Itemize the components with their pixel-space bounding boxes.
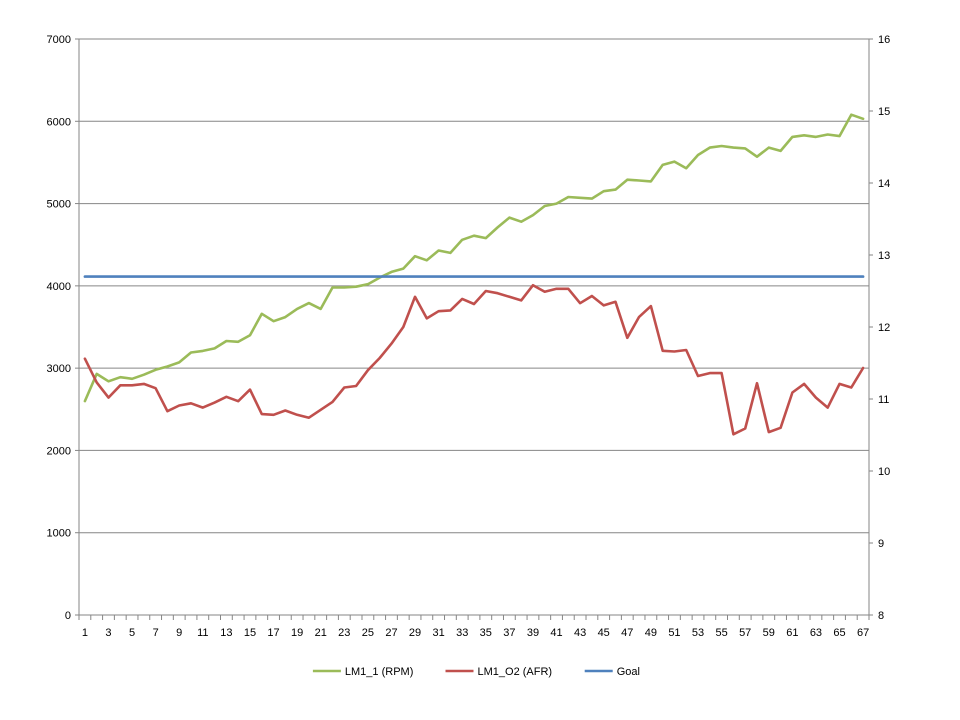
- y2-tick-label: 15: [878, 106, 890, 118]
- x-tick-label: 29: [409, 627, 421, 639]
- x-tick-label: 9: [176, 627, 182, 639]
- y-axis-left-ticks: 0 1000 2000 3000 4000 5000 6000 7000: [47, 34, 79, 622]
- y2-tick-label: 12: [878, 322, 890, 334]
- x-tick-label: 37: [503, 627, 515, 639]
- x-tick-label: 47: [621, 627, 633, 639]
- x-tick-label: 55: [715, 627, 727, 639]
- legend: LM1_1 (RPM) LM1_O2 (AFR) Goal: [312, 666, 640, 678]
- y-tick-label: 4000: [47, 281, 71, 293]
- x-tick-label: 11: [197, 627, 208, 639]
- x-tick-label: 19: [291, 627, 303, 639]
- x-tick-label: 61: [786, 627, 798, 639]
- x-tick-label: 41: [550, 627, 562, 639]
- series-line-lm1-o2-afr: [83, 283, 865, 436]
- x-tick-label: 31: [433, 627, 445, 639]
- x-tick-label: 21: [315, 627, 327, 639]
- series-line-lm1-1-rpm: [83, 113, 865, 403]
- y2-tick-label: 14: [878, 178, 890, 190]
- x-tick-label: 53: [692, 627, 704, 639]
- y-tick-label: 5000: [47, 199, 71, 211]
- x-tick-label: 59: [763, 627, 775, 639]
- x-tick-label: 65: [833, 627, 845, 639]
- x-tick-label: 45: [598, 627, 610, 639]
- x-tick-label: 13: [220, 627, 232, 639]
- x-tick-label: 27: [385, 627, 397, 639]
- y-tick-label: 3000: [47, 363, 71, 375]
- y-tick-label: 7000: [47, 34, 71, 46]
- x-tick-label: 7: [153, 627, 159, 639]
- x-tick-label: 63: [810, 627, 822, 639]
- series-lines: [83, 113, 865, 436]
- x-tick-label: 23: [338, 627, 350, 639]
- x-tick-label: 15: [244, 627, 256, 639]
- x-tick-label: 33: [456, 627, 468, 639]
- x-tick-label: 17: [267, 627, 279, 639]
- y2-tick-label: 16: [878, 34, 890, 46]
- x-tick-label: 49: [645, 627, 657, 639]
- axes: [78, 39, 870, 616]
- y-tick-label: 1000: [47, 528, 71, 540]
- legend-label: Goal: [617, 666, 640, 678]
- gridlines: [79, 38, 869, 534]
- x-tick-label: 43: [574, 627, 586, 639]
- y2-tick-label: 8: [878, 610, 884, 622]
- x-tick-label: 39: [527, 627, 539, 639]
- y2-tick-label: 13: [878, 250, 890, 262]
- legend-label: LM1_1 (RPM): [345, 666, 413, 678]
- y-axis-right-ticks: 8 9 10 11 12 13 14 15 16: [869, 34, 890, 622]
- x-tick-label: 1: [82, 627, 88, 639]
- x-tick-label: 67: [857, 627, 869, 639]
- y2-tick-label: 10: [878, 466, 890, 478]
- x-tick-label: 57: [739, 627, 751, 639]
- x-axis-ticks: 1 3 5 7 9 11 13 15 17 19 21 23 25 27 29 31 33 35 37 39 41 43 4…: [78, 615, 870, 639]
- x-tick-label: 5: [129, 627, 135, 639]
- x-tick-label: 35: [480, 627, 492, 639]
- legend-label: LM1_O2 (AFR): [478, 666, 553, 678]
- x-tick-label: 25: [362, 627, 374, 639]
- x-tick-label: 3: [105, 627, 111, 639]
- y2-tick-label: 11: [878, 394, 889, 406]
- y-tick-label: 0: [65, 610, 71, 622]
- x-tick-label: 51: [668, 627, 680, 639]
- y-tick-label: 2000: [47, 445, 71, 457]
- y2-tick-label: 9: [878, 538, 884, 550]
- y-tick-label: 6000: [47, 116, 71, 128]
